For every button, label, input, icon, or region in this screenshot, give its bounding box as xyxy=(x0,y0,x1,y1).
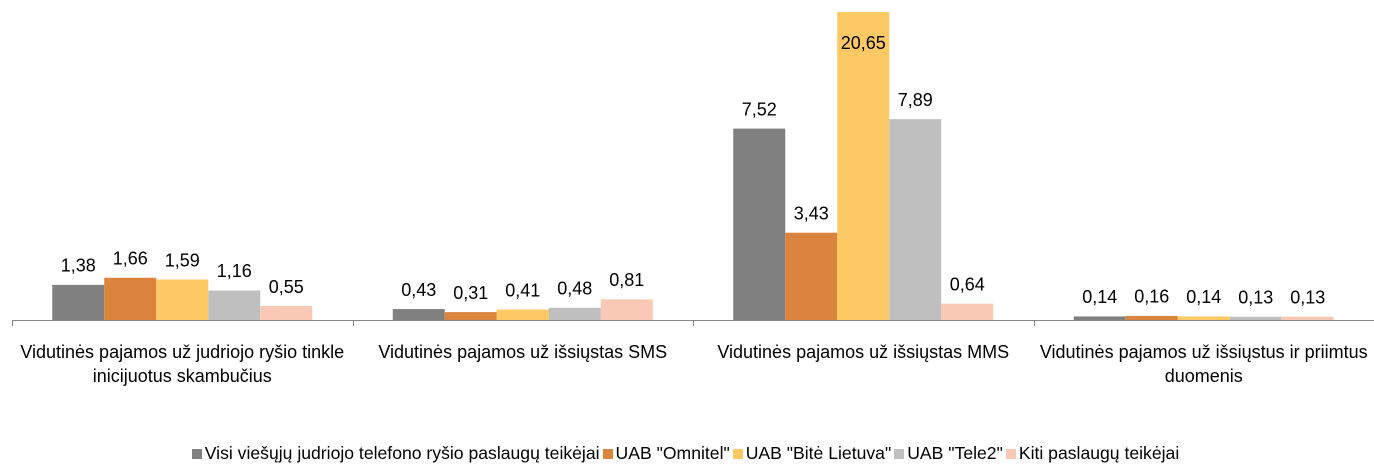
legend-label: Kiti paslaugų teikėjai xyxy=(1018,443,1180,463)
value-label: 1,59 xyxy=(165,250,200,270)
bar xyxy=(260,306,313,320)
legend-swatch xyxy=(894,448,905,459)
bar xyxy=(104,277,157,320)
value-label: 3,43 xyxy=(794,203,829,223)
x-tick-label: Vidutinės pajamos už išsiųstas MMS xyxy=(717,342,1010,362)
value-label: 0,13 xyxy=(1290,287,1325,307)
bar xyxy=(785,232,838,320)
bar xyxy=(548,307,601,320)
legend: Visi viešųjų judriojo telefono ryšio pas… xyxy=(0,443,1374,464)
value-label: 0,41 xyxy=(505,280,540,300)
x-tick-label: Vidutinės pajamos už judriojo ryšio tink… xyxy=(20,342,345,386)
bar xyxy=(733,128,786,320)
value-label: 7,52 xyxy=(742,99,777,119)
value-label: 0,31 xyxy=(453,283,488,303)
legend-label: Visi viešųjų judriojo telefono ryšio pas… xyxy=(204,443,600,463)
bar xyxy=(837,12,890,320)
value-label: 0,13 xyxy=(1238,287,1273,307)
bar xyxy=(156,279,209,320)
bar xyxy=(1125,315,1178,320)
value-label: 1,16 xyxy=(217,261,252,281)
value-label: 1,66 xyxy=(113,248,148,268)
plot-area: 1,38 1,66 1,59 1,16 0,55 0,43 0,31 0,41 0,48 0,81… xyxy=(12,12,1374,326)
legend-item: Kiti paslaugų teikėjai xyxy=(1005,443,1180,464)
legend-item: UAB "Tele2" xyxy=(894,443,1003,464)
legend-item: UAB "Bitė Lietuva" xyxy=(732,443,892,464)
value-label: 20,65 xyxy=(841,33,886,53)
value-label: 1,38 xyxy=(61,256,96,276)
bar xyxy=(1281,316,1334,320)
value-label: 0,16 xyxy=(1134,287,1169,307)
value-label: 0,14 xyxy=(1186,287,1221,307)
bar xyxy=(600,299,653,320)
legend-item: Visi viešųjų judriojo telefono ryšio pas… xyxy=(191,443,600,464)
bar xyxy=(392,309,445,320)
legend-label: UAB "Tele2" xyxy=(907,443,1003,463)
legend-swatch xyxy=(1005,448,1016,459)
bar xyxy=(1177,316,1230,320)
bar xyxy=(444,312,497,320)
value-label: 0,48 xyxy=(557,279,592,299)
x-tick-label: Vidutinės pajamos už išsiųstas SMS xyxy=(378,342,668,362)
x-tick-label: Vidutinės pajamos už išsiųstus ir priimt… xyxy=(1039,342,1368,386)
bar xyxy=(889,119,942,320)
value-label: 0,64 xyxy=(950,274,985,294)
bar xyxy=(496,309,549,320)
value-label: 0,14 xyxy=(1082,287,1117,307)
bar xyxy=(52,284,105,320)
legend-item: UAB "Omnitel" xyxy=(602,443,730,464)
bar xyxy=(1073,316,1126,320)
bar xyxy=(208,290,261,320)
bars xyxy=(52,12,1334,320)
value-label: 0,55 xyxy=(269,277,304,297)
legend-swatch xyxy=(602,448,613,459)
bar xyxy=(941,303,994,320)
value-label: 7,89 xyxy=(898,90,933,110)
value-label: 0,81 xyxy=(609,270,644,290)
value-label: 0,43 xyxy=(401,280,436,300)
bar xyxy=(1229,316,1282,320)
legend-swatch xyxy=(191,448,202,459)
legend-label: UAB "Bitė Lietuva" xyxy=(745,443,892,463)
legend-swatch xyxy=(732,448,743,459)
legend-label: UAB "Omnitel" xyxy=(615,443,730,463)
